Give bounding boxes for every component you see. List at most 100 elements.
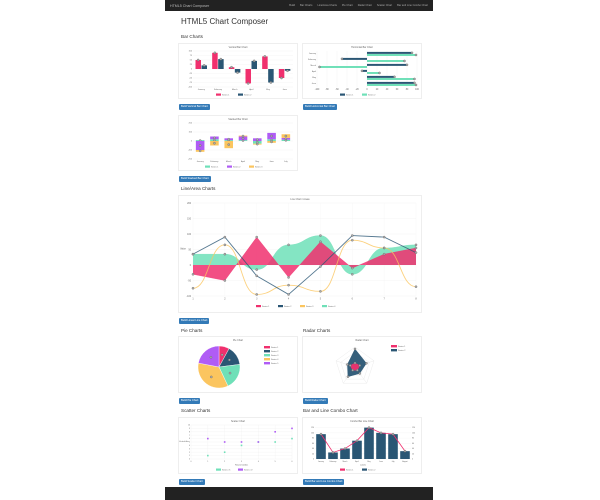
x-tick-label: June [269,161,274,163]
data-point-marker [391,432,395,436]
y-tick-label: 200 [189,123,193,125]
y-tick-label: March [310,65,316,67]
legend-label: Series 2 [271,351,279,353]
data-point-marker [287,293,290,296]
legend-swatch [340,468,345,471]
x-tick-label: 100 [415,89,420,91]
bar [316,434,326,459]
scatter-point [274,441,276,443]
legend-swatch [322,305,327,308]
legend-swatch [249,165,254,168]
series-line [192,239,417,295]
data-point-marker [367,426,371,429]
y2-tick-label: 60 [412,443,414,445]
x-tick-label: 3 [241,461,242,463]
build-scatter-button[interactable]: Build Scatter Chart [179,479,205,485]
data-point-marker [223,243,227,247]
series-line [192,236,417,281]
data-point-marker [414,243,418,247]
build-vertical-bar-button[interactable]: Build Vertical Bar Chart [179,104,210,110]
series-line [192,235,417,296]
pie-slice [197,362,229,389]
nav-bar-charts[interactable]: Bar Charts [300,4,313,7]
nav-build[interactable]: Build [289,4,296,7]
data-point-marker [286,69,289,73]
bar [201,65,207,69]
x-tick-label: 6 [292,461,293,463]
build-stacked-bar-button[interactable]: Build Stacked Bar Chart [179,176,211,182]
y2-tick-label: 0 [412,459,413,461]
scatter-point [257,441,260,443]
nav-scatter-chart[interactable]: Scatter Chart [376,4,393,7]
legend-swatch [391,345,397,348]
legend-swatch [278,305,283,308]
x-tick-label: 3 [256,299,258,301]
bar [278,69,285,78]
build-line-button[interactable]: Build Linear Line Chart [179,318,210,324]
data-point-marker [403,449,407,453]
data-point-marker [196,58,200,62]
y-tick-label: 100 [311,432,314,434]
data-point-marker [351,266,354,270]
pie-slice [198,345,220,368]
x-tick-label: April [355,460,359,463]
pie-chart: Pie Chart Series 1 Series 2 Series 3 Series … [178,336,298,393]
data-point-marker [365,362,368,365]
y-tick-label: 3 [189,448,190,450]
nav-radar-chart[interactable]: Radar Chart [357,4,372,7]
data-point-marker [228,371,232,375]
data-point-marker [379,431,383,435]
x-tick-label: 20 [376,89,379,91]
radar-grid [335,346,375,384]
area-fill [193,235,416,275]
legend-swatch [340,93,345,96]
data-point-marker [191,252,195,256]
x-tick-label: April [241,160,246,163]
data-point-marker [255,274,258,278]
x-tick-label: 4 [258,461,259,463]
data-point-marker [413,81,416,85]
data-point-marker [382,246,386,250]
data-point-marker [213,138,216,142]
legend-label: Series 2 [368,470,376,472]
legend-swatch [391,349,397,352]
data-point-marker [223,235,227,239]
y-tick-label: 25 [190,64,193,66]
data-point-marker [284,134,288,138]
build-combo-button[interactable]: Build Bar and Line Combo Chart [303,479,345,485]
x-tick-label: January [198,89,205,91]
x-tick-label: 60 [396,89,399,91]
y-tick-label: 9 [189,428,190,430]
series-line [192,235,417,275]
x-tick-label: 1 [192,299,194,301]
y-tick-label: -100 [186,296,191,298]
x-tick-label: 6 [352,299,354,301]
data-point-marker [343,447,347,450]
scatter-point [291,427,293,430]
nav-pie-chart[interactable]: Pie Chart [341,4,353,7]
y-tick-label: 10 [188,425,190,427]
data-point-marker [405,63,409,67]
data-point-marker [252,59,256,63]
x-tick-label: 5 [320,299,322,301]
legend-label: Series 3 [306,306,314,308]
data-point-marker [241,137,245,140]
nav-line-area-charts[interactable]: Line/Area Charts [317,4,337,7]
y2-tick-label: 40 [412,448,414,450]
nav-combo-chart[interactable]: Bar and Line Combo Chart [397,4,428,7]
y-tick-label: June [312,83,317,85]
line-area-chart: Line Chart / Areas -100 -50 0 50 100 150 200 1 2 3… [178,195,422,313]
y-tick-label: 100 [187,234,192,236]
build-radar-button[interactable]: Build Radar Chart [303,398,328,404]
bar [367,51,412,54]
build-horizontal-bar-button[interactable]: Build Horizontal Bar Chart [303,104,337,110]
y-tick-label: 120 [311,427,314,429]
x-tick-label: March [226,161,232,163]
y-tick-label: May [312,77,316,79]
build-pie-button[interactable]: Build Pie Chart [179,398,201,404]
y2-tick-label: 80 [412,438,414,440]
data-point-marker [236,71,239,74]
brand-link[interactable]: HTML5 Chart Composer [170,3,210,8]
chart-title: Stacked Bar Chart [228,118,248,121]
scatter-point [240,444,243,447]
